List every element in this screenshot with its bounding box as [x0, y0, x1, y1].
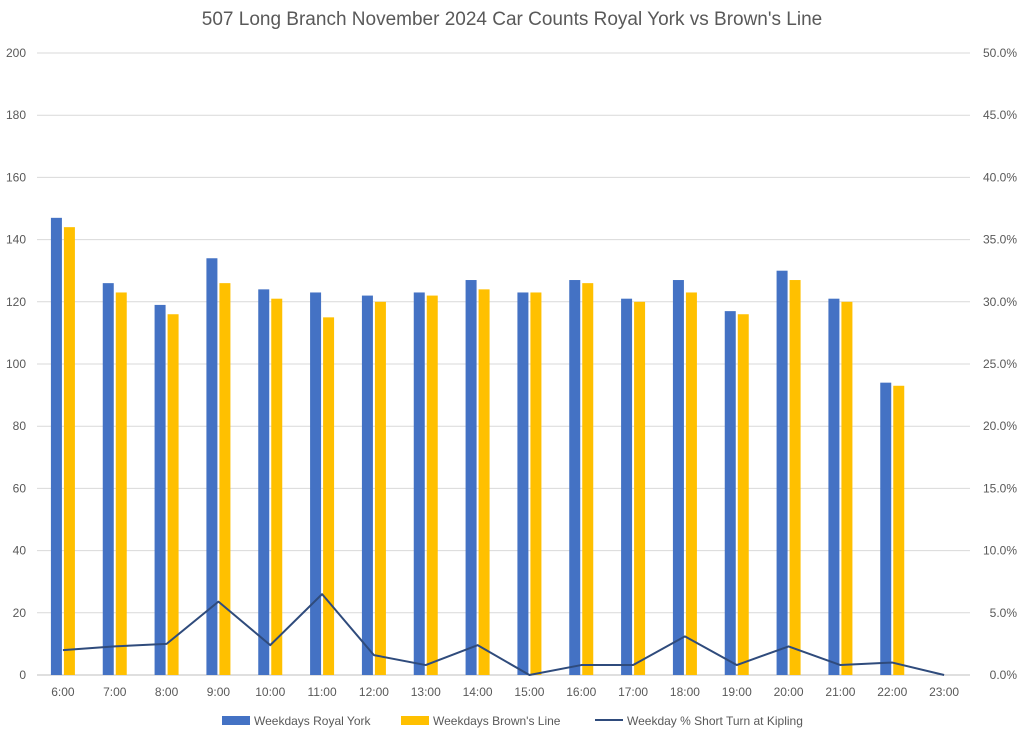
x-tick-label: 14:00 — [463, 685, 493, 699]
legend-swatch — [222, 716, 250, 725]
bar-weekdays-brown-s-line — [374, 301, 386, 675]
y-right-tick-label: 20.0% — [983, 419, 1017, 433]
bar-weekdays-royal-york — [361, 295, 373, 675]
x-tick-label: 22:00 — [877, 685, 907, 699]
y-left-tick-label: 120 — [6, 295, 26, 309]
y-right-tick-label: 45.0% — [983, 108, 1017, 122]
x-tick-label: 11:00 — [308, 685, 337, 699]
bar-weekdays-brown-s-line — [115, 292, 127, 675]
bar-weekdays-royal-york — [102, 283, 114, 675]
legend-label: Weekday % Short Turn at Kipling — [627, 714, 803, 728]
x-tick-label: 17:00 — [618, 685, 648, 699]
bar-weekdays-royal-york — [413, 292, 425, 675]
bar-weekdays-royal-york — [50, 217, 62, 675]
bar-weekdays-brown-s-line — [478, 289, 490, 675]
y-right-tick-label: 40.0% — [983, 170, 1017, 184]
bar-weekdays-brown-s-line — [219, 283, 231, 675]
chart-title: 507 Long Branch November 2024 Car Counts… — [201, 9, 823, 30]
y-left-tick-label: 100 — [6, 357, 26, 371]
line-short-turn-percent — [62, 593, 945, 676]
bar-weekdays-brown-s-line — [893, 385, 905, 675]
bar-weekdays-brown-s-line — [582, 283, 594, 675]
bar-weekdays-royal-york — [517, 292, 529, 675]
bar-weekdays-royal-york — [154, 304, 166, 675]
y-right-tick-label: 5.0% — [990, 606, 1018, 620]
x-tick-label: 12:00 — [359, 685, 389, 699]
x-tick-label: 21:00 — [825, 685, 855, 699]
y-left-tick-label: 180 — [6, 108, 26, 122]
bar-weekdays-brown-s-line — [789, 280, 801, 675]
y-right-tick-label: 30.0% — [983, 295, 1017, 309]
bar-weekdays-royal-york — [465, 280, 477, 675]
y-left-tick-label: 40 — [13, 544, 27, 558]
bar-weekdays-royal-york — [621, 298, 633, 675]
bar-weekdays-royal-york — [672, 280, 684, 675]
y-right-tick-label: 35.0% — [983, 233, 1017, 247]
y-left-tick-label: 0 — [19, 668, 26, 682]
legend-swatch — [401, 716, 429, 725]
y-left-tick-label: 60 — [13, 481, 27, 495]
x-tick-label: 6:00 — [51, 685, 75, 699]
y-left-tick-label: 160 — [6, 170, 26, 184]
x-tick-label: 9:00 — [207, 685, 231, 699]
bar-weekdays-brown-s-line — [323, 317, 335, 675]
bar-weekdays-royal-york — [880, 382, 892, 675]
y-right-tick-label: 0.0% — [990, 668, 1018, 682]
x-tick-label: 7:00 — [103, 685, 127, 699]
legend-label: Weekdays Brown's Line — [433, 714, 561, 728]
x-tick-label: 13:00 — [411, 685, 441, 699]
bar-weekdays-brown-s-line — [271, 298, 283, 675]
bar-weekdays-royal-york — [828, 298, 840, 675]
y-left-tick-label: 200 — [6, 46, 26, 60]
y-right-tick-label: 10.0% — [983, 544, 1017, 558]
bar-weekdays-royal-york — [569, 280, 581, 675]
bar-weekdays-royal-york — [206, 258, 218, 675]
legend-label: Weekdays Royal York — [254, 714, 372, 728]
x-tick-label: 19:00 — [722, 685, 752, 699]
x-tick-label: 20:00 — [774, 685, 804, 699]
x-tick-label: 23:00 — [929, 685, 959, 699]
bar-weekdays-royal-york — [310, 292, 322, 675]
bar-weekdays-royal-york — [776, 270, 788, 675]
bar-weekdays-royal-york — [724, 311, 736, 675]
y-left-tick-label: 80 — [13, 419, 27, 433]
y-left-tick-label: 140 — [6, 233, 26, 247]
bar-weekdays-brown-s-line — [63, 227, 75, 675]
bar-weekdays-brown-s-line — [167, 314, 179, 675]
bar-weekdays-brown-s-line — [634, 301, 646, 675]
bar-weekdays-royal-york — [258, 289, 270, 675]
x-tick-label: 10:00 — [255, 685, 285, 699]
bar-weekdays-brown-s-line — [841, 301, 853, 675]
x-tick-label: 16:00 — [566, 685, 596, 699]
x-tick-label: 15:00 — [514, 685, 544, 699]
x-tick-label: 18:00 — [670, 685, 700, 699]
y-left-tick-label: 20 — [13, 606, 27, 620]
bar-weekdays-brown-s-line — [426, 295, 438, 675]
x-tick-label: 8:00 — [155, 685, 179, 699]
bar-weekdays-brown-s-line — [737, 314, 749, 675]
y-right-tick-label: 50.0% — [983, 46, 1017, 60]
y-right-tick-label: 25.0% — [983, 357, 1017, 371]
y-right-tick-label: 15.0% — [983, 481, 1017, 495]
bar-weekdays-brown-s-line — [685, 292, 697, 675]
bar-weekdays-brown-s-line — [530, 292, 542, 675]
